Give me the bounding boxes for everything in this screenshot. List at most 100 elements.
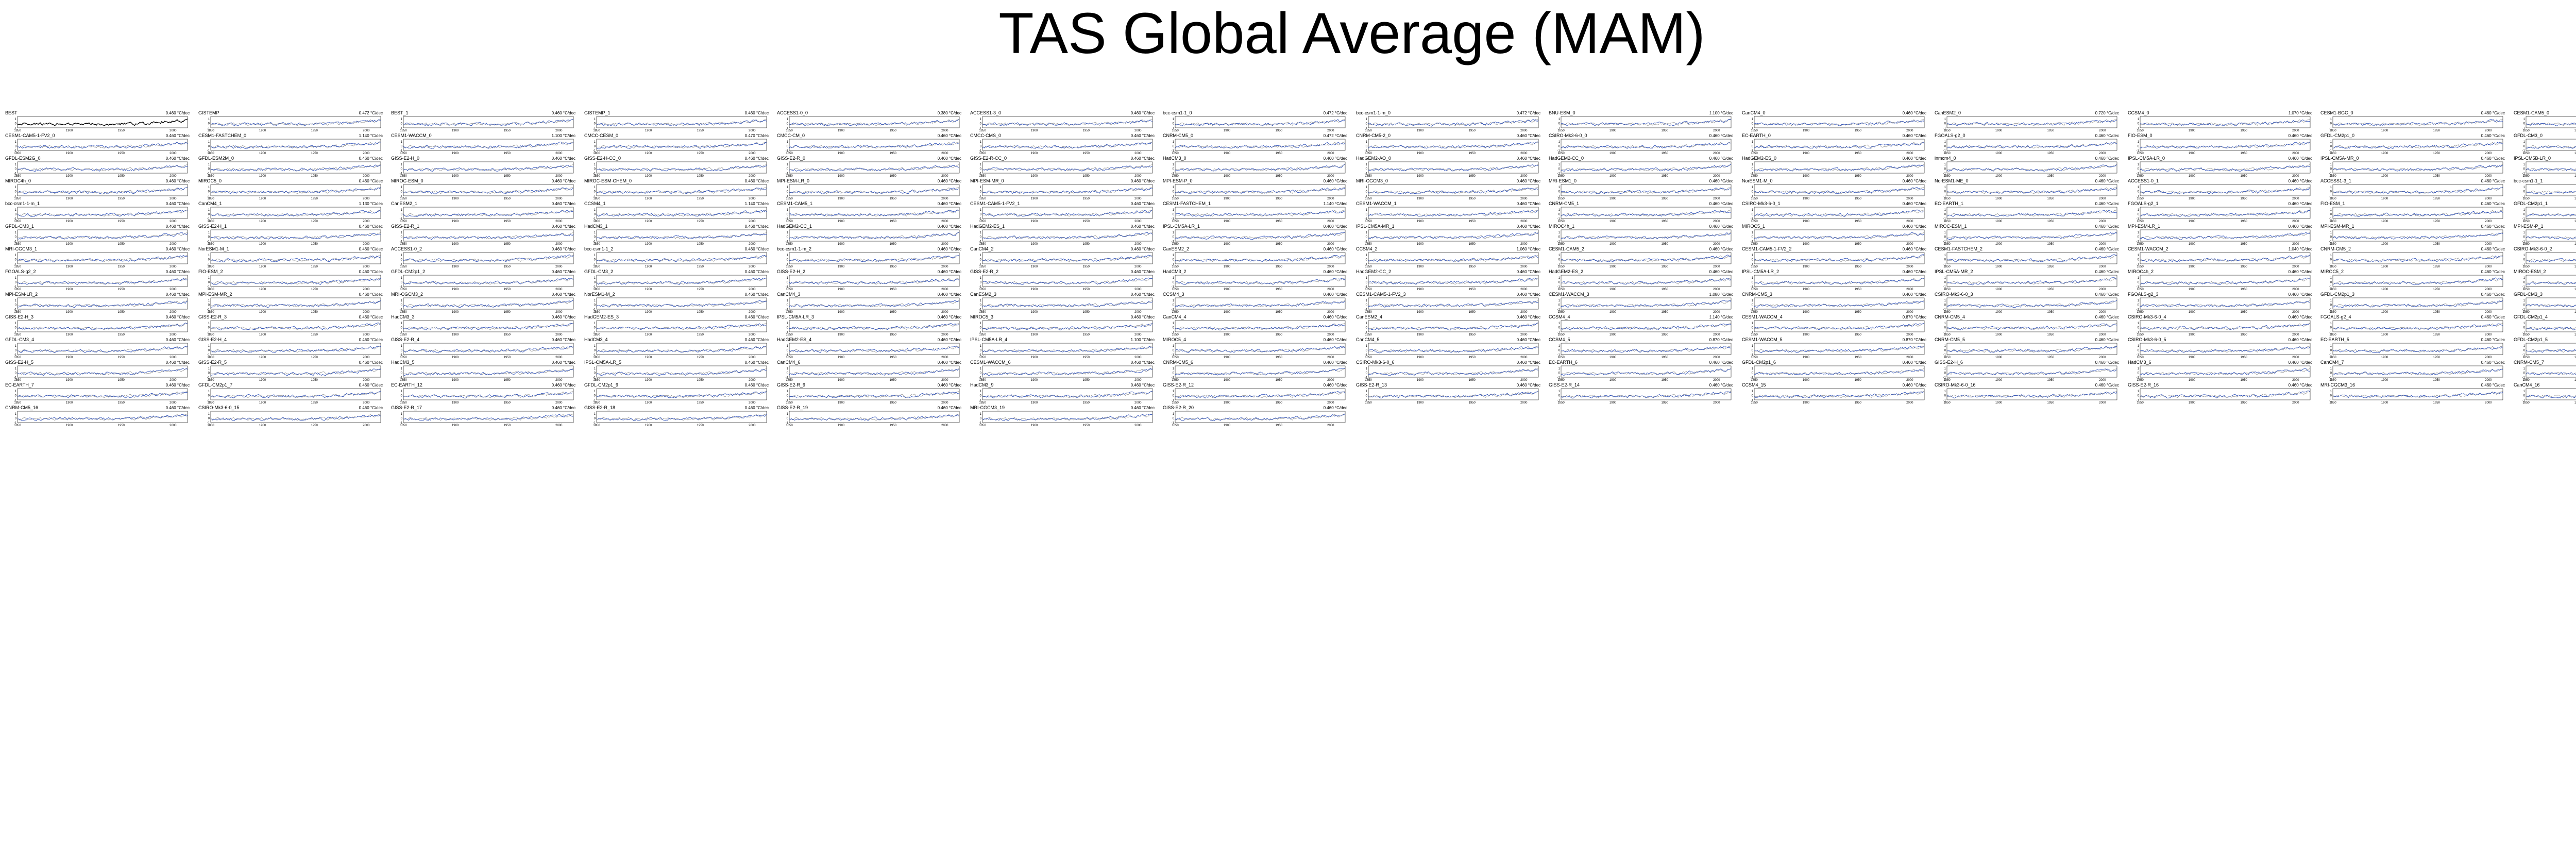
x-tick-label: 1950 [1276, 129, 1283, 132]
x-tick-label: 1900 [1030, 197, 1038, 200]
model-series-line [982, 188, 1153, 194]
y-tick-label: 1 [2137, 231, 2139, 234]
y-tick-label: -1 [1172, 399, 1175, 402]
y-tick-label: 0 [15, 259, 17, 262]
y-tick-label: 0 [15, 145, 17, 148]
y-tick-label: 1 [594, 186, 596, 189]
x-tick-label: 1850 [1172, 288, 1179, 291]
x-tick-label: 2000 [1906, 243, 1913, 245]
panel-trend-label: 0.460 °C/dec [552, 179, 575, 183]
y-tick-label: -1 [2522, 354, 2525, 357]
x-tick-label: 2000 [749, 243, 756, 245]
y-tick-label: 0 [1558, 327, 1561, 330]
x-tick-label: 1850 [786, 288, 793, 291]
panel-trend-label: 0.460 °C/dec [2095, 338, 2119, 342]
model-series-line [210, 119, 381, 126]
y-tick-label: 0 [979, 327, 981, 330]
plot-frame [1754, 184, 1924, 196]
panel-title: GFDL-CM2p1_6 [1742, 360, 1776, 365]
model-series-line [2332, 187, 2503, 194]
panel-trend-label: 0.460 °C/dec [359, 315, 382, 319]
x-tick-label: 1850 [14, 129, 21, 132]
panel-title: HadCM3_5 [391, 360, 415, 365]
y-tick-label: -1 [2136, 309, 2139, 312]
model-series-line [982, 323, 1153, 330]
panel-trend-label: 0.460 °C/dec [359, 247, 382, 251]
x-tick-label: 1900 [1030, 152, 1038, 155]
y-tick-label: 0 [1751, 395, 1753, 398]
model-series-line [1561, 142, 1732, 149]
y-tick-label: 0 [1944, 395, 1946, 398]
x-tick-label: 1900 [66, 197, 73, 200]
x-tick-label: 1950 [1276, 288, 1283, 291]
y-tick-label: -1 [1750, 399, 1753, 402]
x-tick-label: 1850 [1943, 288, 1951, 291]
reference-series-line [1754, 368, 1924, 376]
y-tick-label: 0 [15, 168, 17, 171]
x-tick-label: 1900 [838, 265, 845, 268]
panel-title: CESM1-CAM5-1-FV2_1 [970, 201, 1020, 206]
plot-frame [982, 161, 1153, 174]
x-tick-label: 2000 [363, 220, 370, 223]
y-tick-label: 1 [979, 367, 981, 371]
y-tick-label: 1 [2523, 209, 2525, 212]
y-tick-label: -1 [1943, 354, 1946, 357]
model-series-line [982, 277, 1153, 285]
reference-series-line [2140, 391, 2310, 398]
model-series-line [210, 346, 381, 353]
x-tick-label: 1900 [838, 197, 845, 200]
reference-series-line [210, 164, 381, 172]
plot-frame [210, 252, 381, 264]
x-tick-label: 1950 [1854, 243, 1861, 245]
plot-frame [210, 343, 381, 355]
x-tick-label: 2000 [555, 175, 563, 177]
y-tick-label: 1 [401, 277, 403, 280]
y-tick-label: -1 [2136, 218, 2139, 221]
plot-frame [1368, 297, 1538, 310]
x-tick-label: 1850 [1365, 288, 1372, 291]
y-tick-label: 0 [401, 145, 403, 148]
panel-trend-label: 0.460 °C/dec [2288, 179, 2312, 183]
x-tick-label: 1950 [1854, 152, 1861, 155]
plot-frame [1946, 275, 2117, 287]
x-tick-label: 2000 [1327, 288, 1334, 291]
x-tick-label: 2000 [1327, 401, 1334, 404]
y-tick-label: 0 [787, 304, 789, 307]
x-tick-label: 1850 [1943, 152, 1951, 155]
x-tick-label: 2000 [555, 333, 563, 336]
x-tick-label: 1850 [1365, 129, 1372, 132]
x-tick-label: 2000 [1713, 175, 1720, 177]
x-tick-label: 1900 [645, 356, 652, 359]
x-tick-label: 1850 [979, 197, 986, 200]
x-tick-label: 2000 [363, 152, 370, 155]
panel-trend-label: 0.460 °C/dec [166, 111, 190, 115]
panel-trend-label: 0.460 °C/dec [166, 292, 190, 297]
y-tick-label: -1 [1557, 173, 1561, 176]
y-tick-label: 1 [1751, 186, 1753, 189]
plot-frame [789, 411, 960, 423]
x-tick-label: 1950 [2047, 129, 2055, 132]
reference-series-line [2526, 145, 2576, 149]
panel-title: GISTEMP_1 [584, 110, 611, 115]
plot-frame [2526, 252, 2576, 264]
model-series-line [2332, 368, 2503, 376]
y-tick-label: 0 [15, 395, 17, 398]
panel-title: GISS-E2-R_3 [198, 314, 227, 319]
y-tick-label: 0 [979, 281, 981, 284]
y-tick-label: 1 [15, 118, 17, 121]
panel-title: GFDL-CM3_0 [2514, 133, 2543, 138]
panel-trend-label: 0.870 °C/dec [1902, 338, 1926, 342]
x-tick-label: 1900 [645, 333, 652, 336]
y-tick-label: 1 [208, 186, 210, 189]
x-tick-label: 1950 [890, 129, 897, 132]
x-tick-label: 2000 [2292, 401, 2299, 404]
